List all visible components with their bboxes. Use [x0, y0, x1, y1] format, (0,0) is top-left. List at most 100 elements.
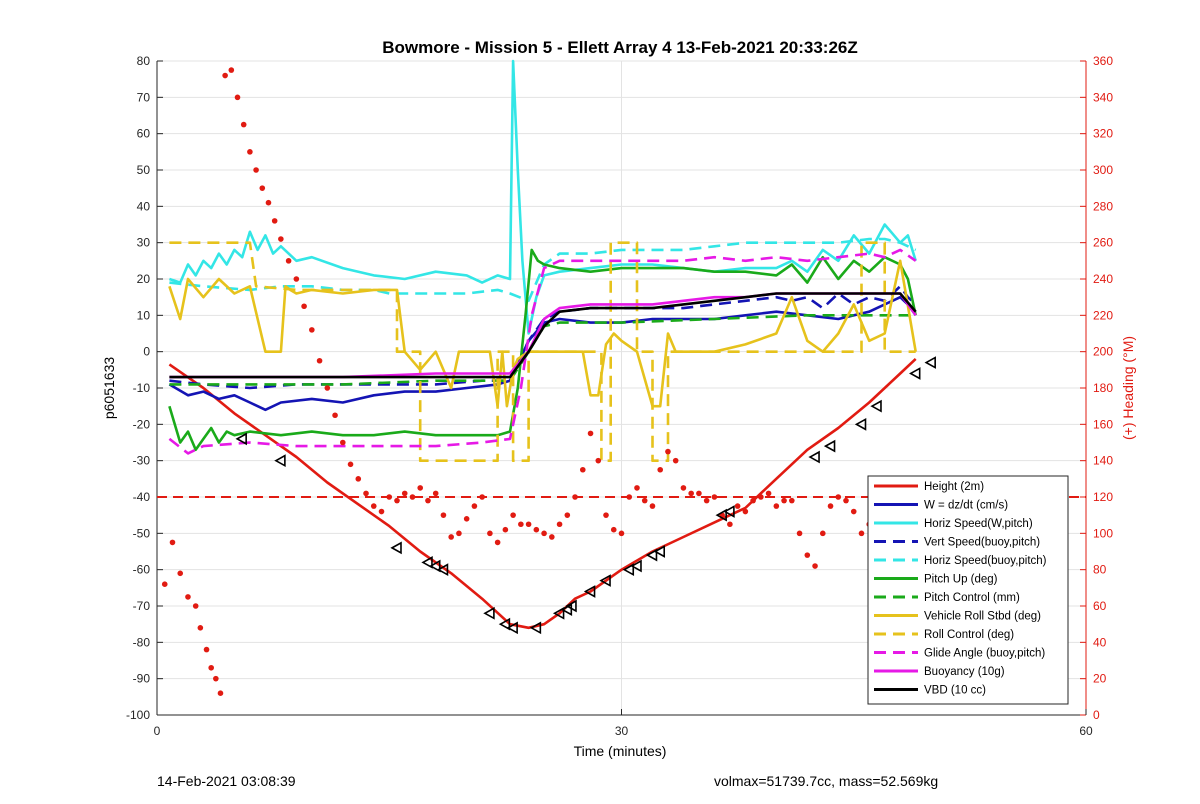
y2-tick-label-8: 200 [1093, 345, 1113, 359]
heading-point-55 [556, 521, 563, 528]
y2-tick-label-10: 160 [1093, 417, 1113, 431]
heading-point-19 [278, 236, 284, 242]
heading-point-7 [208, 664, 214, 671]
legend-label-6: Pitch Control (mm) [924, 592, 1020, 604]
heading-point-38 [425, 497, 431, 504]
y2-tick-label-17: 20 [1093, 672, 1107, 686]
y2-tick-label-3: 300 [1093, 163, 1113, 177]
y-tick-label-15: -70 [133, 599, 151, 613]
chart-title: Bowmore - Mission 5 - Ellett Array 4 13-… [382, 38, 858, 57]
heading-point-70 [672, 457, 679, 464]
dive-marker-6 [483, 606, 495, 620]
dive-marker-10 [552, 606, 565, 620]
y-tick-label-18: -100 [126, 708, 150, 722]
heading-point-44 [471, 503, 478, 509]
y-tick-label-11: -30 [133, 454, 151, 468]
heading-point-24 [316, 357, 323, 364]
y2-tick-label-12: 120 [1093, 490, 1113, 504]
heading-point-62 [610, 526, 617, 533]
legend-label-4: Horiz Speed(buoy,pitch) [924, 555, 1047, 567]
heading-point-21 [293, 276, 300, 282]
y-tick-label-4: 40 [137, 199, 151, 213]
legend-label-7: Vehicle Roll Stbd (deg) [924, 611, 1041, 623]
legend-label-5: Pitch Up (deg) [924, 574, 998, 586]
heading-point-52 [533, 526, 540, 533]
heading-point-56 [564, 512, 571, 518]
y-tick-label-3: 50 [137, 163, 151, 177]
heading-point-17 [265, 199, 272, 206]
y-tick-label-7: 10 [137, 308, 151, 322]
heading-point-85 [789, 497, 795, 504]
y2-tick-label-5: 260 [1093, 236, 1113, 250]
heading-point-9 [217, 690, 224, 696]
dive-marker-22 [823, 439, 836, 453]
y-tick-label-12: -40 [133, 490, 151, 504]
heading-point-77 [727, 521, 733, 528]
dive-marker-16 [630, 559, 642, 573]
dive-marker-26 [924, 356, 936, 369]
legend-label-9: Glide Angle (buoy,pitch) [924, 648, 1045, 660]
heading-point-80 [750, 497, 756, 504]
heading-point-58 [579, 466, 586, 473]
heading-point-28 [347, 461, 354, 468]
heading-point-67 [649, 503, 656, 509]
heading-point-12 [234, 94, 241, 101]
heading-point-43 [463, 516, 470, 522]
y2-tick-label-9: 180 [1093, 381, 1113, 395]
dive-marker-9 [529, 621, 542, 635]
series-line-2 [168, 59, 917, 335]
heading-point-50 [518, 521, 524, 528]
dive-marker-21 [808, 450, 820, 464]
heading-point-14 [247, 149, 253, 155]
heading-point-36 [409, 494, 416, 500]
dive-marker-19 [715, 508, 727, 522]
y2-tick-label-16: 40 [1093, 635, 1107, 649]
y-tick-label-5: 30 [137, 236, 151, 250]
heading-point-84 [781, 497, 787, 504]
y2-tick-label-18: 0 [1093, 708, 1100, 722]
dive-marker-2 [390, 541, 402, 555]
legend-label-8: Roll Control (deg) [924, 629, 1014, 641]
heading-point-40 [440, 512, 447, 518]
heading-point-29 [355, 476, 362, 482]
heading-point-79 [742, 508, 749, 515]
heading-point-59 [587, 430, 594, 437]
heading-point-51 [525, 521, 532, 528]
series-line-0 [168, 357, 917, 630]
x-tick-label-1: 30 [615, 724, 629, 738]
y-tick-label-2: 60 [137, 127, 151, 141]
y2-tick-label-0: 360 [1093, 54, 1113, 68]
heading-point-46 [487, 530, 493, 537]
y2-tick-label-1: 340 [1093, 90, 1113, 104]
heading-point-75 [711, 494, 718, 500]
x-tick-label-2: 60 [1079, 724, 1093, 738]
heading-point-32 [378, 508, 385, 515]
heading-point-37 [417, 485, 424, 491]
series-line-7 [168, 259, 917, 408]
dive-marker-4 [429, 559, 441, 573]
y2-tick-label-2: 320 [1093, 127, 1113, 141]
heading-point-74 [703, 497, 710, 504]
heading-point-64 [626, 494, 633, 500]
heading-point-60 [595, 457, 602, 464]
dive-marker-5 [436, 563, 449, 577]
heading-point-33 [386, 494, 393, 500]
y-tick-label-14: -60 [133, 563, 151, 577]
heading-point-69 [665, 448, 671, 455]
heading-point-89 [819, 530, 826, 537]
series-line-5 [168, 248, 917, 452]
dive-marker-23 [854, 417, 867, 431]
heading-point-16 [259, 185, 266, 191]
heading-point-88 [812, 563, 818, 569]
dive-marker-15 [622, 563, 635, 577]
dive-marker-11 [560, 603, 573, 616]
heading-point-81 [758, 494, 764, 500]
heading-point-8 [213, 675, 219, 682]
series-line-11 [169, 292, 917, 379]
series-line-8 [169, 241, 916, 463]
heading-point-10 [222, 72, 228, 79]
heading-point-5 [197, 625, 204, 631]
heading-point-78 [734, 503, 741, 509]
legend-label-0: Height (2m) [924, 481, 984, 493]
